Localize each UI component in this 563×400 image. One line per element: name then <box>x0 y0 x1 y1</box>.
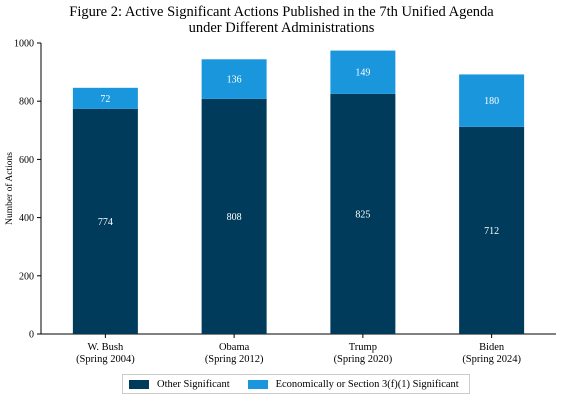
data-label: 774 <box>98 217 113 228</box>
bar-other-significant <box>330 93 396 334</box>
bar-economically-significant <box>330 50 396 94</box>
bar-other-significant <box>201 98 267 334</box>
y-tick-label: 800 <box>19 97 34 108</box>
y-tick-label: 600 <box>19 155 34 166</box>
chart-title: Figure 2: Active Significant Actions Pub… <box>0 4 563 36</box>
data-label: 136 <box>227 75 242 86</box>
data-label: 72 <box>100 94 110 105</box>
bar-economically-significant <box>459 74 525 127</box>
bar-economically-significant <box>201 59 267 99</box>
legend-swatch-economically-significant <box>247 379 268 389</box>
bar-other-significant <box>72 108 138 335</box>
chart-title-line-2: under Different Administrations <box>188 20 375 36</box>
x-tick-label: (Spring 2024) <box>462 354 521 365</box>
data-label: 808 <box>227 212 242 223</box>
x-tick-label: Biden <box>479 342 505 353</box>
legend-item-economically-significant: Economically or Section 3(f)(1) Signific… <box>247 378 459 390</box>
data-label: 149 <box>355 68 370 79</box>
x-tick-label: (Spring 2020) <box>334 354 393 365</box>
x-tick-label: (Spring 2012) <box>205 354 264 365</box>
chart-title-line-1: Figure 2: Active Significant Actions Pub… <box>69 4 494 20</box>
legend: Other Significant Economically or Sectio… <box>122 374 470 394</box>
y-tick-label: 0 <box>29 330 34 341</box>
legend-label-other-significant: Other Significant <box>157 378 230 390</box>
legend-swatch-other-significant <box>129 379 149 389</box>
legend-item-other-significant: Other Significant <box>129 379 230 390</box>
bar-economically-significant <box>72 87 138 109</box>
x-tick-label: Obama <box>219 342 250 353</box>
x-tick-label: (Spring 2004) <box>76 354 135 365</box>
data-label: 825 <box>355 209 370 220</box>
legend-label-economically-significant: Economically or Section 3(f)(1) Signific… <box>275 378 459 390</box>
y-axis-title: Number of Actions <box>4 152 15 225</box>
bar-other-significant <box>459 126 525 334</box>
y-tick-label: 1000 <box>14 39 34 50</box>
x-tick-label: W. Bush <box>87 342 124 353</box>
data-label: 712 <box>484 226 499 237</box>
y-tick-label: 200 <box>19 271 34 282</box>
data-label: 180 <box>484 96 499 107</box>
y-tick-label: 400 <box>19 213 34 224</box>
x-tick-label: Trump <box>349 342 377 353</box>
